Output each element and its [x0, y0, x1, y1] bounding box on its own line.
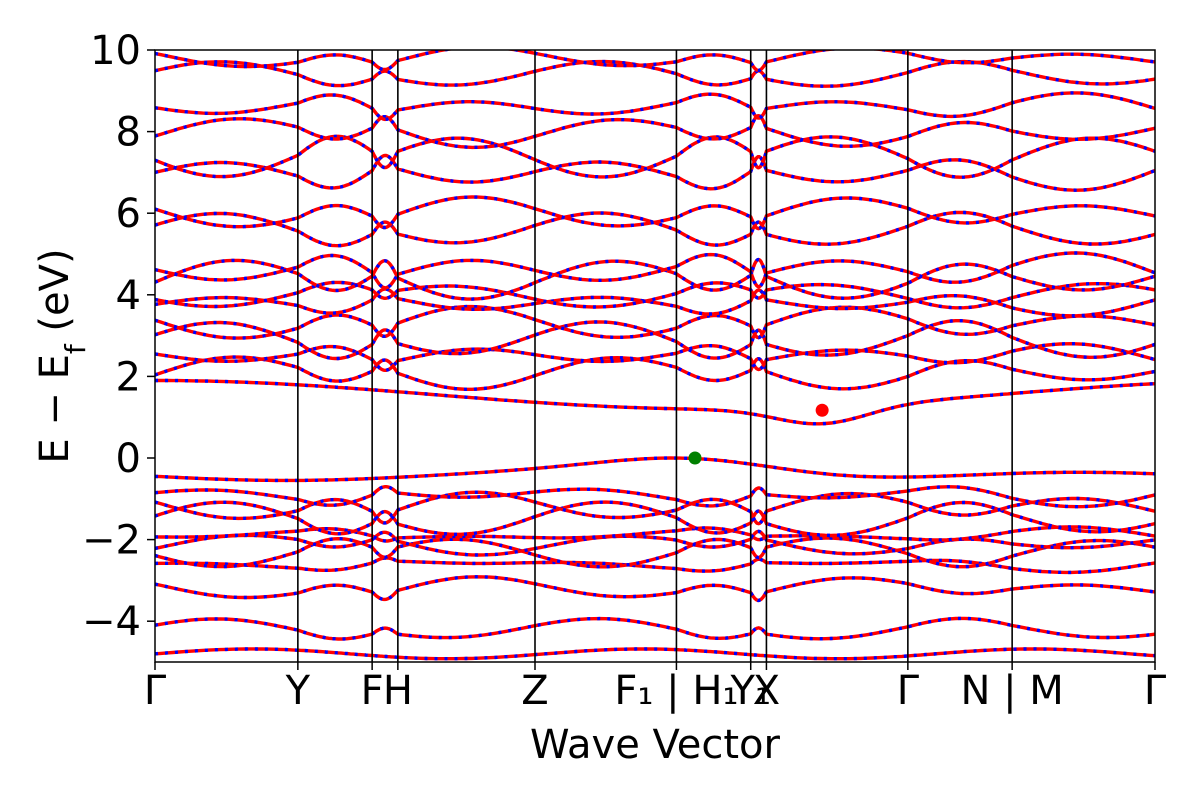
- x-tick-label: Γ: [144, 668, 167, 714]
- y-axis-label-unit: (eV): [32, 248, 78, 344]
- y-tick-label: 0: [116, 436, 141, 482]
- high-symmetry-lines: [297, 50, 1013, 662]
- x-tick-label: X: [753, 668, 780, 714]
- band-spin-down: [155, 556, 1155, 575]
- x-tick-label: N | M: [960, 668, 1063, 714]
- band-spin-down: [155, 134, 1155, 179]
- band-spin-up: [155, 485, 1155, 509]
- band-spin-up: [155, 378, 1155, 426]
- band-spin-up: [155, 257, 1155, 301]
- x-tick-label: Γ: [1144, 668, 1167, 714]
- y-tick-label: 2: [116, 354, 141, 400]
- band-spin-up: [155, 153, 1155, 192]
- y-tick-label: 10: [90, 28, 141, 74]
- x-tick-label: F: [361, 668, 384, 714]
- x-tick-label: F₁ | H₁: [614, 668, 738, 714]
- band-spin-down: [155, 616, 1155, 641]
- x-tick-label: H: [383, 668, 413, 714]
- vbm-marker: [688, 451, 702, 465]
- band-spin-up: [155, 287, 1155, 318]
- y-axis-ticks: 10 8 6 4 2 0 −2 −4: [82, 28, 155, 645]
- band-spin-down: [155, 525, 1155, 543]
- y-tick-label: 8: [116, 110, 141, 156]
- cbm-marker: [815, 403, 829, 417]
- x-axis-label: Wave Vector: [530, 722, 781, 768]
- y-tick-label: 6: [116, 191, 141, 237]
- x-tick-label: Γ: [897, 668, 920, 714]
- y-axis-label: E − Ef (eV): [32, 248, 92, 463]
- y-axis-label-main: E − E: [32, 354, 78, 464]
- y-tick-label: −2: [82, 518, 141, 564]
- band-spin-down: [155, 647, 1155, 661]
- band-spin-up: [155, 251, 1155, 290]
- band-spin-up: [155, 616, 1155, 641]
- band-spin-down: [155, 575, 1155, 603]
- bands-group: [155, 50, 1155, 661]
- band-spin-down: [155, 500, 1155, 538]
- x-tick-label: Z: [521, 668, 548, 714]
- band-spin-up: [155, 456, 1155, 483]
- y-axis-label-sub: f: [59, 343, 92, 354]
- band-spin-down: [155, 378, 1155, 426]
- y-tick-label: −4: [82, 599, 141, 645]
- band-spin-down: [155, 456, 1155, 483]
- band-spin-down: [155, 50, 1155, 73]
- band-spin-down: [155, 319, 1155, 361]
- x-tick-label: Y₁: [729, 668, 770, 714]
- y-tick-label: 4: [116, 273, 141, 319]
- x-tick-label: Y: [285, 668, 311, 714]
- band-spin-up: [155, 113, 1155, 150]
- plot-frame: [154, 49, 1156, 663]
- band-edge-markers: [688, 403, 829, 465]
